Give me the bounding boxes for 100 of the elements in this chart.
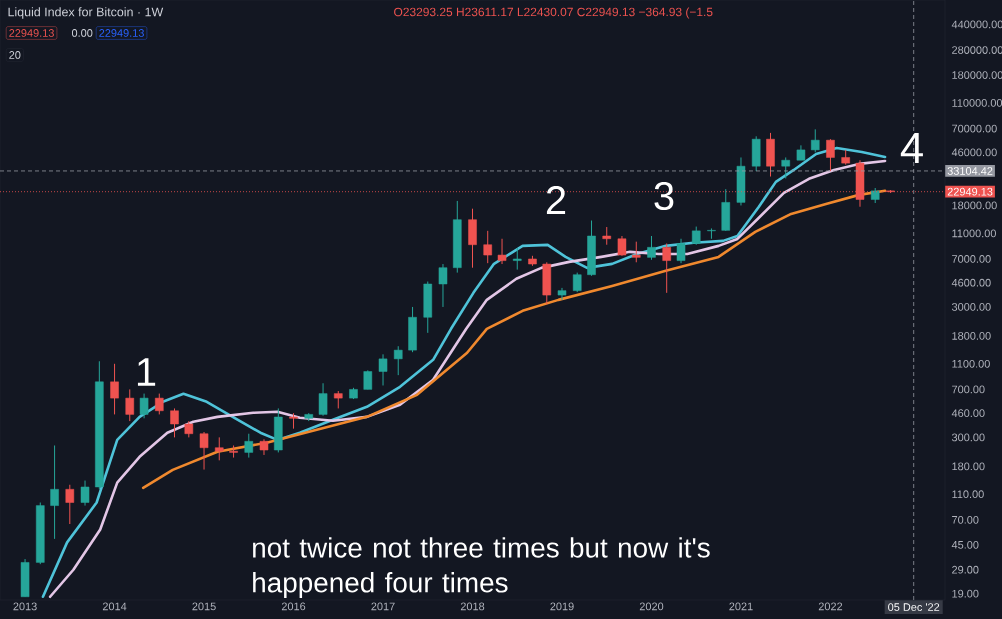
y-tick-label: 180.00 <box>952 462 985 471</box>
candlestick <box>542 261 552 305</box>
candlestick <box>155 393 164 415</box>
candlestick <box>647 235 656 261</box>
candlestick <box>274 407 283 453</box>
y-tick-label: 1800.00 <box>952 332 991 340</box>
candlestick <box>170 407 179 438</box>
candlestick <box>35 502 45 565</box>
text: Liquid Index for Bitcoin · 1W <box>8 7 164 19</box>
annotation: 0.00 <box>71 29 93 37</box>
candlestick <box>289 412 298 430</box>
candlestick <box>721 188 731 232</box>
text: O23293.25 H23611.17 L22430.07 C22949.13 −364.93 (−1.5 <box>394 7 713 19</box>
y-tick-label: 110.00 <box>952 490 984 499</box>
y-tick-label: 1100.00 <box>952 359 990 368</box>
candlestick <box>662 242 671 294</box>
candlestick <box>20 558 30 598</box>
candlestick <box>602 226 612 246</box>
candlestick <box>572 272 582 293</box>
y-tick-label: 29.00 <box>952 565 979 574</box>
candlestick <box>50 444 59 540</box>
x-tick-label: 2019 <box>550 602 574 611</box>
candlestick <box>184 420 194 438</box>
candlestick <box>438 263 448 308</box>
x-tick-label: 2016 <box>281 602 306 611</box>
candlestick <box>304 412 314 422</box>
annotation: 22949.13 <box>99 29 144 37</box>
candlestick <box>796 144 806 161</box>
x-tick-label: 2020 <box>639 602 664 611</box>
candlestick <box>334 390 343 409</box>
candlestick <box>691 226 701 246</box>
annotation: 22949.13 <box>9 29 54 37</box>
y-tick-label: 46000.00 <box>951 148 997 157</box>
candlestick <box>378 353 388 386</box>
y-tick-label: 11000.00 <box>952 229 996 238</box>
candlestick <box>468 208 477 269</box>
candlestick <box>587 220 596 277</box>
x-tick-label: 2015 <box>192 602 216 611</box>
candlestick <box>393 345 403 376</box>
y-tick-label: 300.00 <box>951 433 985 442</box>
candlestick <box>423 281 433 334</box>
candlestick <box>707 227 716 240</box>
annotation: 4 <box>900 132 923 164</box>
candlestick <box>841 149 850 166</box>
candlestick <box>512 247 522 271</box>
candlestick <box>95 360 104 490</box>
x-tick-label: 2022 <box>818 602 843 611</box>
candlestick <box>408 306 417 353</box>
annotation: 1 <box>137 358 156 386</box>
candlestick <box>229 444 238 459</box>
candlestick <box>349 387 358 400</box>
y-tick-label: 7000.00 <box>952 255 991 263</box>
y-tick-label: 3000.00 <box>951 303 991 311</box>
candlestick <box>199 431 209 471</box>
candlestick <box>617 235 627 257</box>
candlestick <box>870 187 880 204</box>
x-tick-label: 2021 <box>729 602 753 611</box>
candlestick <box>766 132 775 178</box>
annotation: 20 <box>9 51 21 59</box>
candlestick <box>139 393 149 419</box>
y-tick-label: 19.00 <box>952 589 979 598</box>
candlestick <box>214 436 224 461</box>
x-tick-label: 2018 <box>460 602 485 611</box>
candlestick <box>65 484 75 525</box>
candlestick <box>453 200 462 274</box>
candlestick <box>259 438 269 456</box>
annotation: 3 <box>654 181 674 211</box>
ref-line-label: 22949.13 <box>947 187 993 196</box>
x-tick-label: 2017 <box>371 602 395 611</box>
y-tick-label: 18000.00 <box>952 201 997 210</box>
candlestick <box>363 369 373 390</box>
candlestick <box>810 128 820 153</box>
candlestick <box>557 287 567 301</box>
y-tick-label: 110000.00 <box>952 99 1002 107</box>
candlestick <box>110 363 119 415</box>
candlestick <box>632 241 641 263</box>
ref-line-label: 05 Dec '22 <box>888 603 940 611</box>
candlestick <box>676 238 686 264</box>
y-tick-label: 70.00 <box>952 515 979 524</box>
ref-line-label: 33104.42 <box>947 167 993 175</box>
candlestick <box>483 230 492 264</box>
x-tick-label: 2014 <box>102 602 127 611</box>
y-tick-label: 45.00 <box>951 540 979 549</box>
candlestick <box>244 433 254 459</box>
candlestick <box>80 480 90 507</box>
y-tick-label: 700.00 <box>952 385 985 394</box>
annotation: 2 <box>546 186 566 214</box>
candlestick <box>528 255 537 267</box>
y-tick-label: 280000.00 <box>952 46 1002 54</box>
x-tick-label: 2013 <box>13 602 37 611</box>
y-tick-label: 440000.00 <box>951 20 1002 29</box>
y-tick-label: 180000.00 <box>952 71 1002 79</box>
y-tick-label: 70000.00 <box>952 124 997 133</box>
candlestick <box>751 135 761 172</box>
candlestick <box>318 382 328 417</box>
candlestick <box>497 238 507 265</box>
y-tick-label: 460.00 <box>951 409 985 418</box>
annotation: not twice not three times but now it's happened four times <box>253 537 710 599</box>
candlestick <box>781 156 790 179</box>
candlestick <box>125 388 135 422</box>
